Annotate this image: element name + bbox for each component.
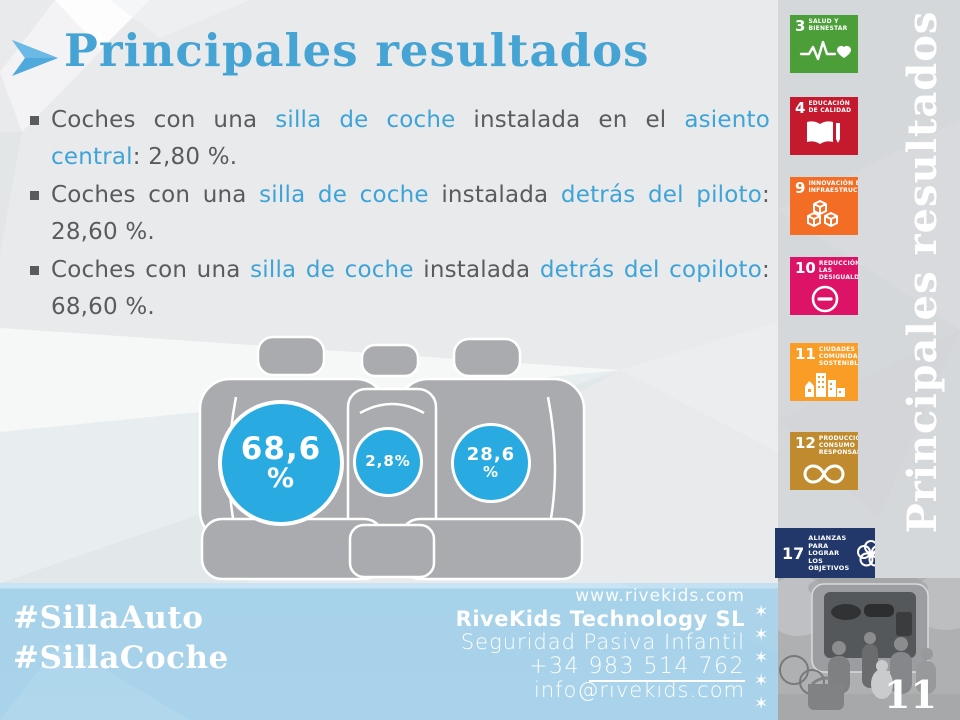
family-van-photo — [778, 578, 960, 720]
percent-sign: % — [482, 462, 500, 481]
sdg-number: 4 — [795, 99, 806, 117]
book-pencil-icon — [795, 117, 855, 149]
sdg-label: EDUCACIÓN DE CALIDAD — [808, 100, 852, 114]
sdg-number: 10 — [795, 259, 816, 277]
bullet-square-icon — [30, 116, 39, 125]
main-content-area: Principales resultados Coches con una si… — [0, 0, 770, 583]
vertical-title: Principales resultados — [899, 10, 946, 534]
bullet-item-copiloto: Coches con una silla de coche instalada … — [30, 252, 770, 326]
bullet-square-icon — [30, 191, 39, 200]
page-title: Principales resultados — [64, 24, 650, 77]
sdg-number: 12 — [795, 434, 816, 452]
bubble-piloto-28-6: 28,6 % — [451, 423, 531, 503]
star-icon-column: ✶ ✶ ✶ ✶ ✶ — [754, 604, 768, 713]
star-icon: ✶ — [754, 602, 769, 622]
title-row: Principales resultados — [8, 24, 768, 86]
sdg-number: 17 — [782, 544, 805, 563]
bullet-item-piloto: Coches con una silla de coche instalada … — [30, 177, 770, 251]
email-link[interactable]: info@rivekids.com — [534, 677, 745, 702]
infinity-loop-icon — [795, 458, 855, 490]
sdg-tile-4: 4 EDUCACIÓN DE CALIDAD — [790, 97, 858, 155]
cubes-icon — [795, 197, 855, 229]
company-name: RiveKids Technology SL — [455, 607, 745, 631]
sdg-label: ALIANZAS PARA LOGRAR LOS OBJETIVOS — [808, 534, 850, 573]
sdg-label: INNOVACIÓN E INFRAESTRUCTURAS — [808, 180, 858, 194]
bullet-list: Coches con una silla de coche instalada … — [30, 102, 770, 327]
sdg-tile-3: 3 SALUD Y BIENESTAR — [790, 15, 858, 73]
bubble-central-2-8: 2,8% — [353, 427, 423, 497]
sdg-number: 3 — [795, 17, 806, 35]
hashtag-silla-auto: #SillaAuto — [13, 600, 204, 636]
sdg-number: 9 — [795, 179, 806, 197]
bullet-square-icon — [30, 266, 39, 275]
sdg-tile-12: 12PRODUCCIÓN Y CONSUMO RESPONSABLES — [790, 432, 858, 490]
percent-sign: % — [266, 463, 296, 495]
phone-link[interactable]: +34 983 514 762 — [529, 653, 745, 682]
bullet-text: Coches con una silla de coche instalada … — [51, 257, 770, 320]
star-icon: ✶ — [754, 648, 769, 668]
hashtags: #SillaAuto #SillaCoche — [13, 598, 229, 678]
footer-bar — [0, 583, 778, 720]
city-buildings-icon — [795, 369, 855, 401]
sdg-tile-17: 17 ALIANZAS PARA LOGRAR LOS OBJETIVOS — [775, 528, 875, 578]
bubble-value: 28,6 — [466, 443, 516, 465]
star-icon: ✶ — [754, 625, 769, 645]
company-tagline: Seguridad Pasiva Infantil — [460, 630, 745, 654]
star-icon: ✶ — [754, 671, 769, 691]
contact-block: www.rivekids.com RiveKids Technology SL … — [325, 586, 745, 702]
page-number: 11 — [884, 672, 937, 717]
phone-number: 983 514 762 — [588, 653, 745, 682]
partnership-flower-icon — [853, 536, 875, 572]
website-link[interactable]: www.rivekids.com — [575, 586, 745, 606]
bullet-text: Coches con una silla de coche instalada … — [51, 182, 770, 245]
sidebar-polygons — [778, 120, 960, 520]
arrow-chevron-icon — [12, 40, 58, 76]
bullet-text: Coches con una silla de coche instalada … — [51, 107, 770, 170]
bubble-value: 2,8% — [365, 452, 411, 471]
star-icon: ✶ — [754, 694, 769, 714]
phone-prefix: +34 — [529, 653, 589, 679]
bullet-item-central: Coches con una silla de coche instalada … — [30, 102, 770, 176]
sdg-label: REDUCCIÓN DE LAS DESIGUALDADES — [818, 260, 858, 281]
sdg-label: CIUDADES Y COMUNIDADES SOSTENIBLES — [818, 346, 858, 367]
bubble-copiloto-68-6: 68,6 % — [218, 400, 344, 526]
sdg-label: SALUD Y BIENESTAR — [808, 18, 848, 32]
footer-polygons — [0, 583, 778, 720]
hashtag-silla-coche: #SillaCoche — [13, 640, 229, 676]
heartbeat-heart-icon — [795, 35, 855, 67]
equality-circle-icon — [795, 283, 855, 315]
sdg-label: PRODUCCIÓN Y CONSUMO RESPONSABLES — [818, 435, 858, 456]
sdg-number: 11 — [795, 345, 816, 363]
bubble-value: 68,6 — [240, 430, 322, 467]
